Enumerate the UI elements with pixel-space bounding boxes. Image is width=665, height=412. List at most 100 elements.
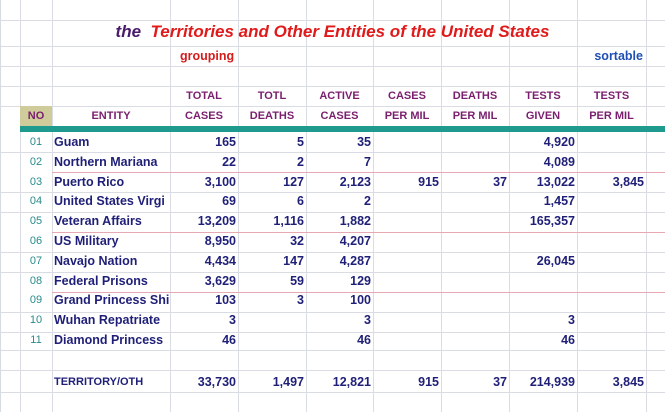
header-active-cases-2[interactable]: CASES: [320, 110, 359, 122]
tests-per-mil-cell[interactable]: 3,845: [612, 175, 644, 189]
total-cases-cell[interactable]: 3,100: [204, 175, 236, 189]
entity-name[interactable]: Navajo Nation: [54, 254, 138, 268]
header-total-cases-1[interactable]: TOTAL: [186, 90, 222, 102]
tests-per-mil-cell[interactable]: [577, 231, 644, 251]
row-number[interactable]: 07: [29, 255, 43, 267]
total-deaths-per-mil[interactable]: 37: [493, 375, 507, 389]
total-cases-cell[interactable]: 13,209: [197, 214, 236, 228]
header-cases-per-mil-2[interactable]: PER MIL: [384, 110, 430, 122]
cases-per-mil-cell[interactable]: [373, 271, 439, 291]
total-cases-cell[interactable]: 22: [222, 155, 236, 169]
deaths-per-mil-cell[interactable]: [441, 330, 507, 350]
header-deaths-per-mil-1[interactable]: DEATHS: [452, 90, 498, 102]
cases-per-mil-cell[interactable]: [373, 211, 439, 231]
total-active[interactable]: 12,821: [332, 375, 371, 389]
cases-per-mil-cell[interactable]: [373, 191, 439, 211]
tests-given-cell[interactable]: 26,045: [536, 254, 575, 268]
total-cases[interactable]: 33,730: [197, 375, 236, 389]
tests-per-mil-cell[interactable]: [577, 191, 644, 211]
total-deaths-cell[interactable]: 1,116: [273, 214, 304, 228]
deaths-per-mil-cell[interactable]: [441, 271, 507, 291]
tests-given-cell[interactable]: 4,920: [543, 135, 575, 149]
tests-given-cell[interactable]: [509, 231, 575, 251]
row-number[interactable]: 11: [30, 334, 42, 346]
tests-per-mil-cell[interactable]: [577, 152, 644, 172]
tests-given-cell[interactable]: 1,457: [543, 194, 575, 208]
total-deaths-cell[interactable]: 147: [283, 254, 304, 268]
active-cases-cell[interactable]: 7: [364, 155, 371, 169]
total-deaths-cell[interactable]: 5: [297, 135, 304, 149]
row-number[interactable]: 05: [29, 215, 43, 227]
entity-name[interactable]: Veteran Affairs: [54, 214, 142, 228]
tests-per-mil-cell[interactable]: [577, 290, 644, 310]
total-deaths-cell[interactable]: 3: [297, 293, 304, 307]
total-cases-cell[interactable]: 46: [222, 333, 236, 347]
total-cases-cell[interactable]: 103: [215, 293, 236, 307]
entity-name[interactable]: Wuhan Repatriate: [54, 313, 161, 327]
tests-per-mil-cell[interactable]: [577, 271, 644, 291]
cases-per-mil-cell[interactable]: [373, 152, 439, 172]
cases-per-mil-cell[interactable]: 915: [418, 175, 439, 189]
active-cases-cell[interactable]: 100: [350, 293, 371, 307]
active-cases-cell[interactable]: 35: [357, 135, 371, 149]
deaths-per-mil-cell[interactable]: 37: [493, 175, 507, 189]
header-total-deaths-1[interactable]: TOTL: [257, 90, 287, 102]
total-deaths-cell[interactable]: 127: [283, 175, 304, 189]
total-label[interactable]: TERRITORY/OTH: [54, 376, 144, 388]
header-entity[interactable]: ENTITY: [91, 110, 131, 122]
header-active-cases-1[interactable]: ACTIVE: [319, 90, 360, 102]
total-cases-cell[interactable]: 8,950: [204, 234, 236, 248]
tests-per-mil-cell[interactable]: [577, 330, 644, 350]
active-cases-cell[interactable]: 129: [350, 274, 371, 288]
deaths-per-mil-cell[interactable]: [441, 132, 507, 152]
total-cases-cell[interactable]: 69: [222, 194, 236, 208]
header-total-cases-2[interactable]: CASES: [185, 110, 223, 122]
tests-given-cell[interactable]: 3: [568, 313, 575, 327]
deaths-per-mil-cell[interactable]: [441, 251, 507, 271]
entity-name[interactable]: Grand Princess Shi: [54, 293, 170, 307]
sortable-label[interactable]: sortable: [594, 49, 643, 63]
active-cases-cell[interactable]: 3: [364, 313, 371, 327]
row-number[interactable]: 10: [29, 314, 43, 326]
deaths-per-mil-cell[interactable]: [441, 290, 507, 310]
header-deaths-per-mil-2[interactable]: PER MIL: [452, 110, 498, 122]
cases-per-mil-cell[interactable]: [373, 132, 439, 152]
header-tests-per-mil-2[interactable]: PER MIL: [589, 110, 634, 122]
tests-given-cell[interactable]: 46: [561, 333, 575, 347]
tests-per-mil-cell[interactable]: [577, 251, 644, 271]
entity-name[interactable]: United States Virgi: [54, 194, 165, 208]
header-no[interactable]: NO: [27, 110, 45, 122]
active-cases-cell[interactable]: 4,207: [339, 234, 371, 248]
row-number[interactable]: 02: [29, 156, 43, 168]
row-number[interactable]: 03: [29, 176, 43, 188]
tests-given-cell[interactable]: [509, 290, 575, 310]
deaths-per-mil-cell[interactable]: [441, 191, 507, 211]
cases-per-mil-cell[interactable]: [373, 231, 439, 251]
total-deaths-cell[interactable]: [238, 310, 304, 330]
active-cases-cell[interactable]: 1,882: [339, 214, 371, 228]
header-total-deaths-2[interactable]: DEATHS: [249, 110, 295, 122]
tests-given-cell[interactable]: 4,089: [543, 155, 575, 169]
tests-per-mil-cell[interactable]: [577, 310, 644, 330]
total-tests-given[interactable]: 214,939: [529, 375, 575, 389]
row-number[interactable]: 09: [29, 294, 43, 306]
total-deaths-cell[interactable]: 6: [297, 194, 304, 208]
entity-name[interactable]: Federal Prisons: [54, 274, 148, 288]
active-cases-cell[interactable]: 2: [364, 194, 371, 208]
grouping-label[interactable]: grouping: [180, 49, 235, 63]
tests-per-mil-cell[interactable]: [577, 132, 644, 152]
total-cases-cell[interactable]: 3: [229, 313, 236, 327]
entity-name[interactable]: Northern Mariana: [54, 155, 158, 169]
cases-per-mil-cell[interactable]: [373, 251, 439, 271]
cases-per-mil-cell[interactable]: [373, 310, 439, 330]
header-cases-per-mil-1[interactable]: CASES: [388, 90, 426, 102]
deaths-per-mil-cell[interactable]: [441, 231, 507, 251]
tests-per-mil-cell[interactable]: [577, 211, 644, 231]
total-cases-cell[interactable]: 165: [215, 135, 236, 149]
total-deaths-cell[interactable]: 2: [297, 155, 304, 169]
header-tests-given-1[interactable]: TESTS: [525, 90, 561, 102]
entity-name[interactable]: Guam: [54, 135, 90, 149]
deaths-per-mil-cell[interactable]: [441, 152, 507, 172]
total-deaths[interactable]: 1,497: [272, 375, 304, 389]
total-deaths-cell[interactable]: [238, 330, 304, 350]
